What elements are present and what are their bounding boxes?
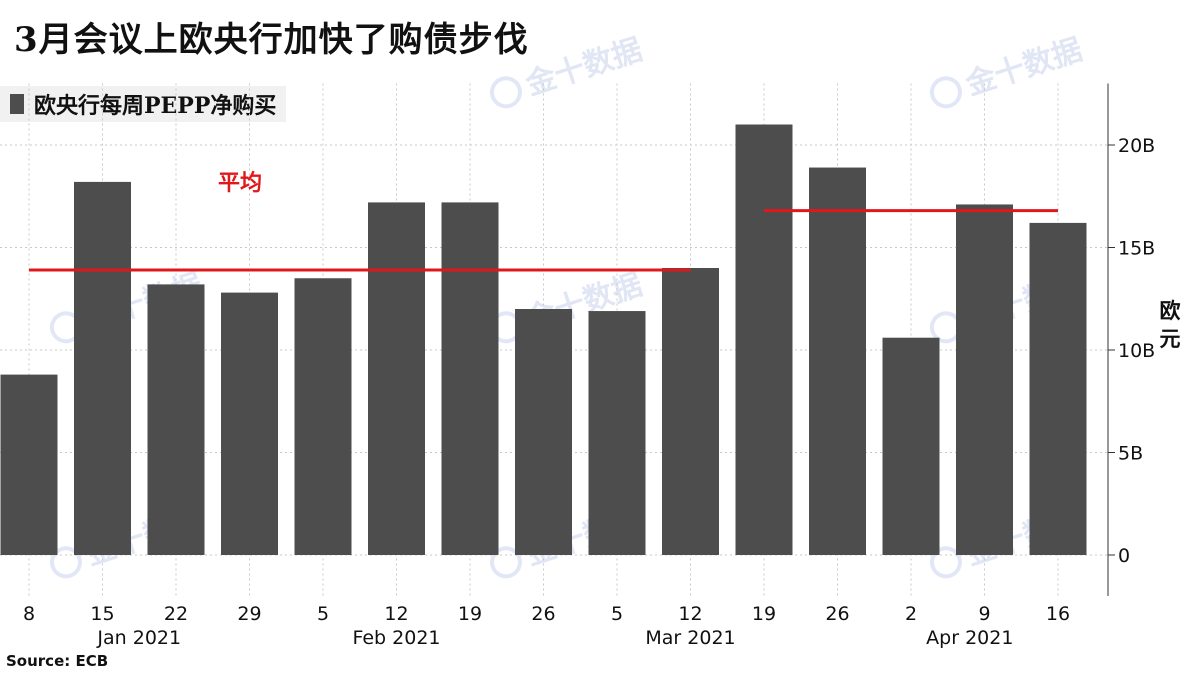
y-axis-title-char: 欧 [1160, 298, 1181, 323]
watermark-text: 金十数据 [521, 32, 647, 103]
bar-14 [1029, 222, 1087, 555]
x-tick-label: 16 [1046, 603, 1070, 625]
x-tick-label: 15 [90, 603, 114, 625]
bar-12 [882, 337, 940, 555]
average-lines-layer: 平均 [29, 170, 1058, 272]
month-label: Jan 2021 [96, 627, 181, 649]
bar-4 [294, 278, 352, 555]
month-label: Feb 2021 [352, 627, 440, 649]
bar-3 [221, 292, 278, 555]
x-tick-label: 5 [611, 603, 623, 625]
bar-1 [74, 181, 131, 555]
bar-6 [441, 202, 499, 555]
x-tick-label: 8 [23, 603, 35, 625]
month-label: Mar 2021 [645, 627, 735, 649]
legend-swatch [10, 94, 24, 114]
watermark-text: 金十数据 [961, 32, 1087, 103]
bar-11 [809, 167, 866, 556]
bar-9 [662, 268, 719, 555]
bars-layer [0, 124, 1087, 556]
x-tick-label: 9 [978, 603, 990, 625]
source-note: Source: ECB [6, 652, 109, 670]
x-tick-label: 19 [752, 603, 776, 625]
month-label: Apr 2021 [926, 627, 1013, 649]
y-tick-label: 15B [1118, 238, 1155, 260]
x-tick-label: 26 [825, 603, 849, 625]
x-tick-label: 29 [237, 603, 261, 625]
bar-0 [0, 374, 58, 555]
watermark: 金十数据 [929, 32, 1087, 109]
watermark: 金十数据 [489, 32, 647, 109]
chart-title: 3月会议上欧央行加快了购债步伐 [14, 20, 529, 60]
x-tick-label: 5 [317, 603, 329, 625]
legend: 欧央行每周PEPP净购买 [0, 86, 287, 122]
x-tick-label: 19 [458, 603, 482, 625]
average-label: 平均 [218, 170, 262, 196]
x-tick-label: 2 [905, 603, 917, 625]
bar-5 [368, 202, 425, 555]
x-tick-label: 12 [678, 603, 702, 625]
bar-2 [147, 284, 205, 555]
bar-13 [956, 204, 1013, 555]
x-tick-label: 12 [384, 603, 408, 625]
y-tick-label: 10B [1118, 340, 1155, 362]
legend-label: 欧央行每周PEPP净购买 [34, 93, 277, 119]
y-tick-label: 0 [1118, 545, 1130, 567]
bar-10 [735, 124, 793, 555]
bar-7 [515, 309, 572, 555]
y-tick-label: 20B [1118, 135, 1155, 157]
y-tick-label: 5B [1118, 443, 1143, 465]
bar-8 [588, 311, 646, 555]
x-tick-label: 22 [164, 603, 188, 625]
x-tick-label: 26 [531, 603, 555, 625]
y-axis-title-char: 元 [1160, 326, 1181, 351]
